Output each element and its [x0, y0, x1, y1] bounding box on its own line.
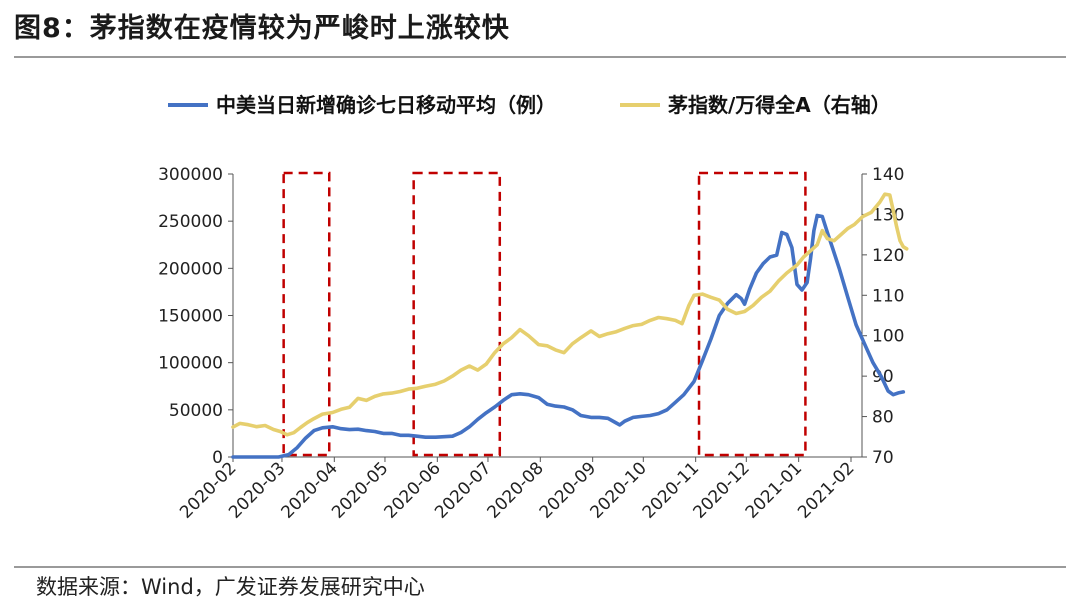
- highlight-box: [412, 171, 502, 457]
- highlight-box: [697, 171, 807, 457]
- left-y-tick-label: 200000: [158, 259, 223, 279]
- left-y-tick-label: 50000: [169, 401, 223, 421]
- dual-axis-line-chart: 0 50000 100000 150000 200000 250000 300000 70 80…: [158, 93, 909, 523]
- highlight-box: [282, 171, 331, 457]
- right-y-tick-label: 110: [872, 286, 904, 306]
- legend-label-cases: 中美当日新增确诊七日移动平均（例）: [216, 93, 556, 117]
- right-y-tick-label: 120: [872, 246, 904, 266]
- x-tick-label: 2020-08: [483, 458, 547, 522]
- legend-label-index: 茅指数/万得全A（右轴）: [668, 93, 891, 117]
- right-y-tick-label: 70: [872, 448, 894, 468]
- source-rule: [14, 566, 1066, 568]
- figure-title: 图8：茅指数在疫情较为严峻时上涨较快: [14, 13, 510, 44]
- x-tick-label: 2021-02: [794, 458, 858, 522]
- title-rule: [14, 56, 1066, 58]
- left-y-tick-label: 150000: [158, 307, 223, 327]
- x-tick-label: 2020-10: [586, 458, 650, 522]
- left-y-tick-label: 100000: [158, 354, 223, 374]
- left-y-tick-label: 0: [212, 448, 223, 468]
- x-tick-label: 2020-07: [431, 458, 495, 522]
- right-y-tick-label: 140: [872, 165, 904, 185]
- x-tick-label: 2021-01: [742, 458, 806, 522]
- x-tick-label: 2020-05: [328, 458, 392, 522]
- series-line-cases: [231, 213, 906, 459]
- right-y-tick-label: 100: [872, 327, 904, 347]
- series-line-index: [231, 192, 909, 437]
- x-tick-label: 2020-12: [689, 458, 753, 522]
- left-y-tick-label: 300000: [158, 165, 223, 185]
- source-note: 数据来源：Wind，广发证券发展研究中心: [36, 575, 425, 599]
- right-y-tick-label: 80: [872, 408, 894, 428]
- left-y-tick-label: 250000: [158, 212, 223, 232]
